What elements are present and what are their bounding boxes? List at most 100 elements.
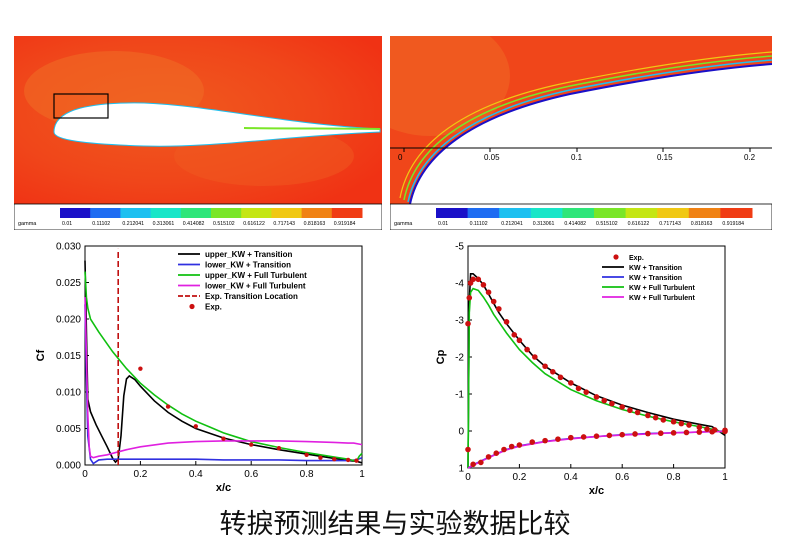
exp-point — [354, 458, 359, 463]
exp-point — [683, 429, 690, 436]
exp-point — [304, 452, 309, 457]
exp-point — [601, 397, 608, 404]
y-tick-label: 0.000 — [56, 461, 81, 472]
cf-chart: 0 0.2 0.4 0.6 0.8 1 0.000 0.005 0.010 0.015 0.020 0… — [35, 242, 365, 495]
exp-point — [696, 429, 703, 435]
cp-chart: 0 0.2 0.4 0.6 0.8 110-1-2-3-4-5x/cCp Exp.KW +… — [435, 242, 728, 498]
exp-point — [516, 442, 523, 448]
exp-point — [709, 428, 715, 435]
exp-point — [634, 409, 641, 416]
x-tick-label: 1 — [722, 472, 728, 483]
exp-point — [511, 332, 518, 338]
exp-point — [593, 433, 600, 439]
colorbar-swatch — [720, 208, 753, 218]
exp-point — [193, 424, 198, 429]
exp-point — [542, 363, 548, 370]
exp-point — [470, 276, 476, 283]
exp-point — [524, 346, 530, 353]
zoom-tick-label: 0.2 — [744, 153, 756, 162]
exp-point — [583, 389, 590, 395]
exp-point — [276, 446, 282, 451]
colorbar-level: 0.919184 — [334, 221, 356, 227]
exp-point — [568, 434, 574, 441]
contour-panel-airfoil: gamma 0.01 0.11102 0.212041 0.313061 0.414082… — [14, 36, 382, 230]
zoom-tick-label: 0.05 — [484, 153, 500, 162]
exp-point — [619, 431, 625, 438]
colorbar-1: gamma 0.01 0.11102 0.212041 0.313061 0.414082… — [14, 203, 382, 230]
zoom-box — [53, 93, 109, 119]
exp-point — [704, 426, 710, 432]
series-line — [84, 304, 363, 465]
y-axis-label: Cp — [435, 349, 447, 364]
y-tick-label: 0.010 — [56, 388, 81, 399]
exp-point — [485, 454, 492, 460]
x-tick-label: 0.2 — [512, 472, 526, 483]
exp-point — [670, 430, 677, 436]
colorbar-level: 0.01 — [62, 221, 72, 227]
exp-point — [496, 306, 502, 312]
exp-point — [332, 456, 337, 462]
x-tick-label: 0.8 — [667, 472, 681, 483]
exp-point — [557, 374, 564, 381]
y-tick-label: 0.025 — [56, 278, 81, 289]
y-tick-label: -2 — [455, 353, 464, 364]
exp-point — [657, 430, 664, 437]
legend-label: lower_KW + Full Turbulent — [205, 282, 306, 291]
exp-point — [568, 380, 574, 386]
contour-panel-leading-edge: 0 0.05 0.1 0.15 0.2 gamma 0.01 0.11102 0.212041… — [390, 36, 772, 230]
colorbar-swatch — [180, 208, 212, 218]
colorbar-swatch — [688, 208, 721, 218]
exp-point — [550, 369, 556, 375]
x-axis-label: x/c — [589, 485, 604, 497]
legend-label: KW + Transition — [629, 265, 682, 272]
series-line — [467, 287, 726, 469]
exp-point — [493, 450, 500, 456]
colorbar-level: 0.313061 — [153, 221, 175, 227]
colorbar-swatch — [499, 208, 532, 218]
exp-point — [609, 400, 615, 407]
exp-point — [619, 404, 625, 410]
exp-point — [632, 431, 638, 437]
y-tick-label: -1 — [455, 390, 464, 401]
y-tick-label: -5 — [455, 242, 464, 253]
colorbar-swatch — [331, 208, 363, 218]
exp-point — [465, 446, 471, 453]
colorbar-swatch — [467, 208, 500, 218]
zoom-tick-label: 0 — [398, 153, 403, 162]
colorbar-level: 0.11102 — [92, 221, 110, 227]
legend-label: lower_KW + Transition — [205, 261, 291, 270]
colorbar-swatch — [562, 208, 595, 218]
exp-point — [645, 430, 651, 437]
colorbar-swatch — [530, 208, 563, 218]
y-tick-label: 0.015 — [56, 351, 81, 362]
colorbar-level: 0.515102 — [213, 221, 235, 227]
exp-point — [575, 385, 582, 392]
legend-marker — [189, 303, 195, 310]
exp-point — [696, 424, 703, 431]
colorbar-swatch — [436, 208, 469, 218]
colorbar-swatch — [625, 208, 658, 218]
exp-point — [221, 436, 226, 441]
colorbar-level: 0.212041 — [501, 221, 523, 227]
series-line — [84, 297, 363, 459]
exp-point — [138, 366, 143, 371]
exp-point — [542, 437, 548, 444]
y-tick-label: 0 — [458, 427, 464, 438]
legend-marker — [613, 254, 619, 260]
exp-point — [722, 428, 728, 435]
legend-label: KW + Full Turbulent — [629, 295, 695, 302]
exp-point — [249, 442, 254, 447]
colorbar-swatch — [657, 208, 690, 218]
legend-label: Exp. — [205, 303, 222, 312]
exp-point — [678, 420, 685, 427]
exp-point — [501, 446, 507, 453]
zoom-tick-label: 0.15 — [657, 153, 673, 162]
colorbar-level: 0.717143 — [273, 221, 295, 227]
exp-point — [516, 337, 523, 344]
exp-point — [670, 418, 677, 425]
x-tick-label: 0.4 — [564, 472, 578, 483]
y-tick-label: 0.005 — [56, 424, 81, 435]
colorbar-level: 0.414082 — [564, 221, 586, 227]
exp-point — [466, 295, 473, 301]
zoom-tick-label: 0.1 — [571, 153, 583, 162]
